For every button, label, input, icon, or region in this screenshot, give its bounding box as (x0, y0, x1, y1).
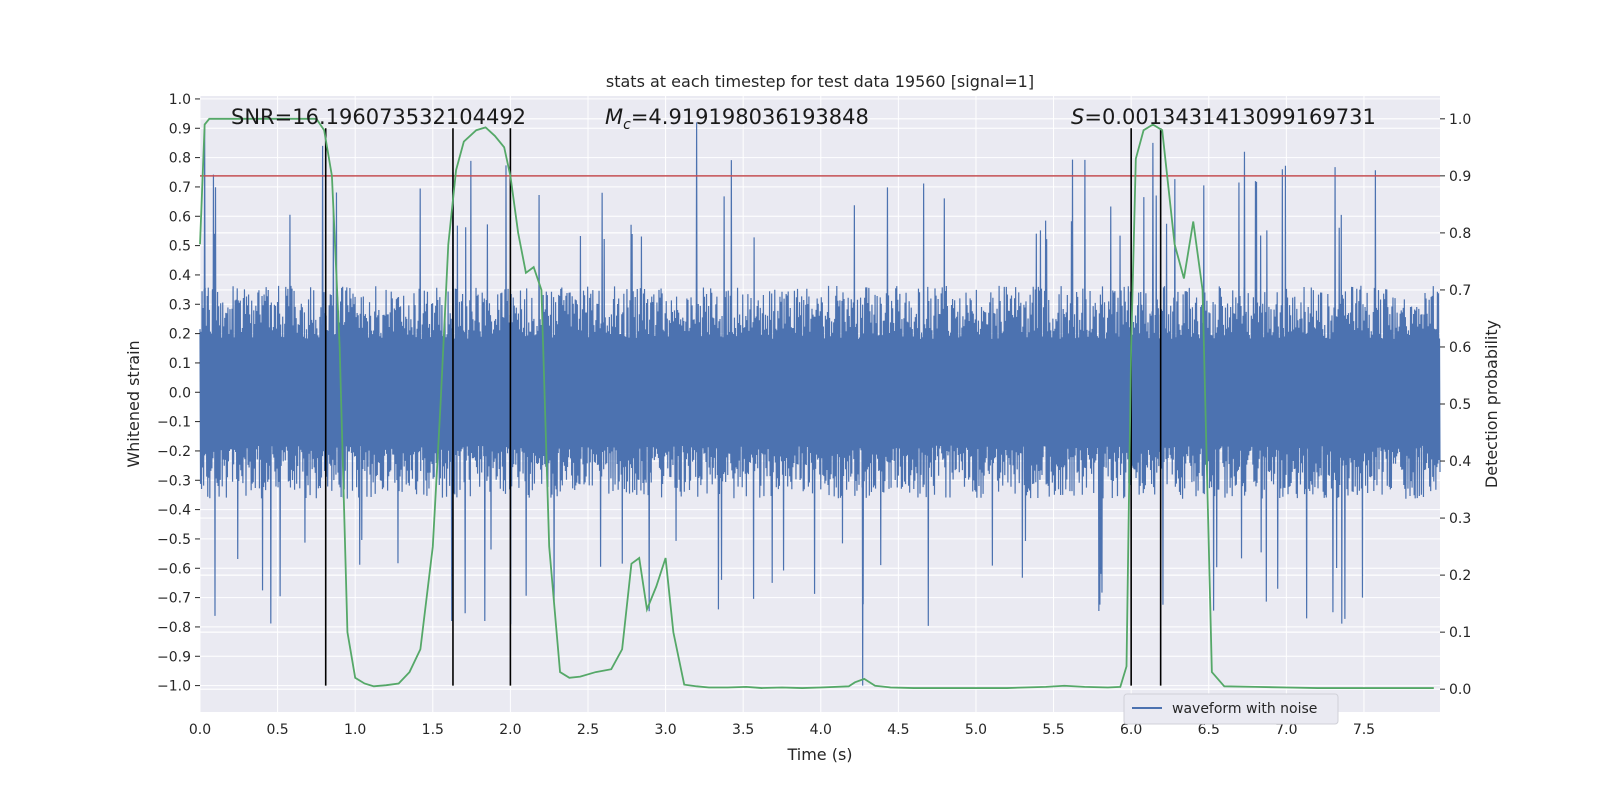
y-right-tick-label: 1.0 (1449, 112, 1471, 128)
y-left-tick-label: −0.9 (157, 649, 191, 665)
y-left-tick-label: 0.3 (169, 297, 191, 313)
x-tick-label: 0.0 (189, 722, 211, 738)
legend: waveform with noise (1123, 693, 1339, 725)
y-left-tick-label: −1.0 (157, 679, 191, 695)
y-left-tick-label: −0.2 (157, 444, 191, 460)
y-right-tick-label: 0.0 (1449, 682, 1471, 698)
vertical-markers (324, 128, 1162, 686)
x-tick-label: 3.5 (732, 722, 754, 738)
y-left-tick-label: 1.0 (169, 92, 191, 108)
y-left-tick-label: −0.4 (157, 503, 191, 519)
y-right-tick-label: 0.7 (1449, 283, 1471, 299)
x-tick-label: 0.5 (266, 722, 288, 738)
x-tick-label: 7.0 (1275, 722, 1297, 738)
y-left-tick-label: 0.8 (169, 151, 191, 167)
detection-probability-series-line (199, 117, 1434, 689)
y-axis-left: 1.0 0.9 0.8 0.7 0.6 0.5 0.4 0.3 0.2 0.1 0.0 −0.1 −0.… (157, 92, 200, 695)
y-left-tick-label: −0.5 (157, 532, 191, 548)
y-left-tick-label: 0.2 (169, 327, 191, 343)
s-annotation: S=0.0013431413099169731 (1071, 105, 1376, 129)
y-right-tick-label: 0.6 (1449, 340, 1471, 356)
x-tick-label: 4.0 (810, 722, 832, 738)
y-left-tick-label: 0.7 (169, 180, 191, 196)
x-tick-label: 1.0 (344, 722, 366, 738)
y-left-tick-label: −0.8 (157, 620, 191, 636)
x-axis: 0.0 0.5 1.0 1.5 2.0 2.5 3.0 3.5 4.0 4.5 5.0 5.5 6.0 6… (189, 722, 1375, 738)
x-tick-label: 6.5 (1198, 722, 1220, 738)
chart-title: stats at each timestep for test data 195… (606, 72, 1034, 91)
y-left-tick-label: −0.1 (157, 415, 191, 431)
legend-box (1123, 693, 1339, 725)
x-tick-label: 5.5 (1042, 722, 1064, 738)
x-tick-label: 5.0 (965, 722, 987, 738)
snr-annotation: SNR=16.196073532104492 (231, 105, 526, 129)
y-left-tick-label: 0.6 (169, 209, 191, 225)
y-axis-right-label: Detection probability (1482, 320, 1501, 488)
y-right-tick-label: 0.3 (1449, 511, 1471, 527)
y-left-tick-label: 0.1 (169, 356, 191, 372)
y-axis-left-label: Whitened strain (124, 340, 143, 467)
x-axis-label: Time (s) (786, 745, 852, 764)
y-right-tick-label: 0.2 (1449, 568, 1471, 584)
x-tick-label: 4.5 (887, 722, 909, 738)
y-right-tick-label: 0.4 (1449, 454, 1471, 470)
x-tick-label: 1.5 (422, 722, 444, 738)
x-tick-label: 2.5 (577, 722, 599, 738)
y-left-tick-label: 0.5 (169, 239, 191, 255)
x-tick-label: 7.5 (1353, 722, 1375, 738)
y-right-tick-label: 0.9 (1449, 169, 1471, 185)
y-left-tick-label: 0.9 (169, 121, 191, 137)
x-tick-label: 6.0 (1120, 722, 1142, 738)
y-left-tick-label: −0.7 (157, 591, 191, 607)
y-right-tick-label: 0.8 (1449, 226, 1471, 242)
y-right-tick-label: 0.1 (1449, 625, 1471, 641)
y-right-tick-label: 0.5 (1449, 397, 1471, 413)
y-axis-right: 1.0 0.9 0.8 0.7 0.6 0.5 0.4 0.3 0.2 0.1 0.0 (1440, 112, 1471, 698)
y-left-tick-label: −0.3 (157, 473, 191, 489)
legend-entry-waveform: waveform with noise (1172, 701, 1317, 717)
y-left-tick-label: −0.6 (157, 561, 191, 577)
mc-annotation: Mc=4.919198036193848 (605, 105, 869, 133)
y-left-tick-label: 0.4 (169, 268, 191, 284)
x-tick-label: 2.0 (499, 722, 521, 738)
y-left-tick-label: 0.0 (169, 385, 191, 401)
x-tick-label: 3.0 (654, 722, 676, 738)
